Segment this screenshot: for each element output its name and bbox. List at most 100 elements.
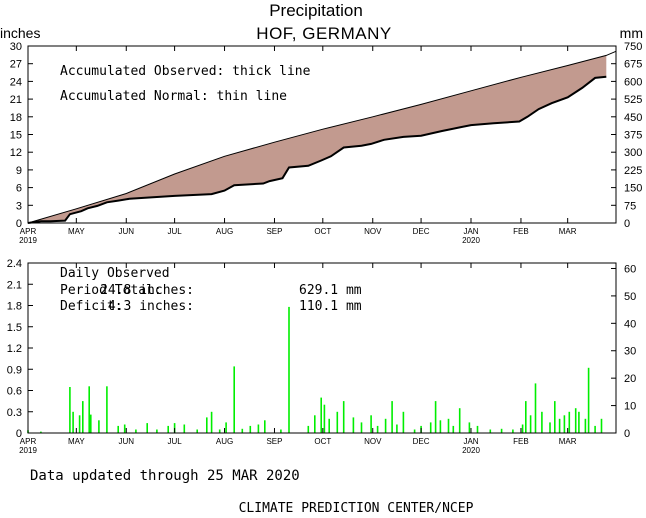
right-tick-label: 525: [624, 94, 642, 106]
daily-precip-bar: [434, 401, 437, 433]
daily-precip-bar: [352, 417, 355, 433]
daily-precip-bar: [320, 397, 322, 433]
month-tick-label: AUG: [216, 227, 233, 236]
year-tick-label: 2019: [19, 446, 37, 455]
observed-series-line: [27, 75, 607, 224]
month-tick-label: APR: [20, 437, 37, 446]
right-tick-label: 600: [624, 76, 642, 88]
month-tick-label: JUL: [167, 437, 182, 446]
month-tick-label: OCT: [314, 227, 331, 236]
year-tick-label: 2020: [462, 446, 480, 455]
daily-precip-bar: [489, 429, 492, 433]
right-tick-label: 50: [624, 291, 636, 303]
right-tick-label: 750: [624, 41, 642, 53]
month-tick-label: SEP: [266, 227, 282, 236]
right-tick-label: 20: [624, 373, 636, 385]
daily-precip-bar: [574, 408, 577, 433]
daily-precip-bar: [439, 420, 442, 434]
daily-precip-bar: [529, 415, 532, 433]
month-tick-label: JUN: [118, 437, 134, 446]
left-tick-label: 1.5: [7, 322, 22, 334]
month-tick-label: MAR: [559, 437, 577, 446]
month-tick-label: FEB: [513, 437, 529, 446]
chart-subtitle: HOF, GERMANY: [256, 24, 391, 43]
left-tick-label: 3: [16, 200, 22, 212]
daily-precip-bar: [384, 418, 387, 433]
daily-precip-bar: [307, 425, 310, 433]
left-tick-label: 0: [16, 218, 22, 230]
accumulated-plot: 0369121518212427300751502253003754505256…: [10, 41, 643, 245]
period-total-inches: 24.8 inches:: [100, 283, 194, 298]
daily-precip-bar: [452, 425, 455, 433]
left-tick-label: 27: [10, 59, 22, 71]
month-tick-label: FEB: [513, 227, 529, 236]
month-tick-label: JUL: [167, 227, 182, 236]
month-tick-label: MAY: [68, 437, 85, 446]
daily-precip-bar: [447, 418, 450, 433]
daily-precip-bar: [196, 429, 198, 433]
daily-precip-bar: [521, 424, 524, 433]
daily-precip-bar: [167, 425, 169, 433]
left-tick-label: 0.9: [7, 364, 22, 376]
daily-precip-bar: [476, 425, 479, 433]
daily-precip-bar: [218, 429, 221, 433]
left-tick-label: 6: [16, 183, 22, 195]
daily-precip-bar: [600, 418, 603, 433]
left-tick-label: 9: [16, 165, 22, 177]
daily-precip-bar: [280, 429, 282, 433]
daily-precip-bar: [233, 366, 235, 433]
daily-precip-bar: [264, 420, 266, 434]
normal-series-line: [27, 50, 617, 224]
left-tick-label: 12: [10, 147, 22, 159]
daily-precip-bar: [146, 423, 148, 433]
daily-precip-bar: [249, 425, 252, 433]
daily-precip-bar: [541, 411, 543, 434]
daily-precip-bar: [558, 418, 561, 433]
daily-precip-bar: [90, 414, 92, 433]
daily-precip-bar: [314, 415, 316, 433]
left-tick-label: 2.4: [7, 258, 22, 270]
credit-line: CLIMATE PREDICTION CENTER/NCEP: [239, 501, 474, 516]
daily-precip-bar: [549, 422, 551, 433]
daily-precip-bar: [360, 422, 363, 433]
daily-precip-bar: [78, 415, 81, 433]
daily-precip-bar: [594, 425, 596, 433]
daily-precip-bar: [458, 408, 461, 433]
month-tick-label: DEC: [413, 437, 430, 446]
daily-precip-bar: [323, 404, 326, 433]
month-tick-label: JAN: [463, 227, 478, 236]
right-tick-label: 450: [624, 112, 642, 124]
daily-precip-bar: [210, 411, 213, 434]
daily-precip-bar: [584, 418, 587, 433]
left-tick-label: 2.1: [7, 279, 22, 291]
right-tick-label: 675: [624, 59, 642, 71]
daily-precip-bar: [135, 429, 137, 433]
daily-precip-bar: [257, 424, 260, 433]
deficit-mm: 110.1 mm: [299, 299, 362, 314]
daily-precip-bar: [82, 401, 84, 433]
daily-precip-bar: [402, 411, 405, 434]
daily-precip-bar: [468, 422, 471, 433]
daily-precip-bar: [376, 425, 379, 433]
accumulated-panel: 0369121518212427300751502253003754505256…: [10, 41, 643, 245]
daily-precip-bar: [563, 415, 566, 433]
daily-precip-bar: [512, 429, 514, 433]
daily-observed-label: Daily Observed: [60, 266, 170, 281]
right-tick-label: 40: [624, 318, 636, 330]
year-tick-label: 2020: [462, 236, 480, 245]
right-tick-label: 30: [624, 346, 636, 358]
right-tick-label: 150: [624, 183, 642, 195]
daily-precip-bar: [88, 386, 90, 434]
month-tick-label: NOV: [364, 437, 382, 446]
daily-precip-bar: [429, 422, 432, 433]
daily-precip-bar: [156, 429, 158, 433]
daily-precip-bar: [206, 417, 208, 433]
left-tick-label: 15: [10, 130, 22, 142]
right-tick-label: 0: [624, 218, 630, 230]
daily-precip-bar: [413, 429, 416, 433]
daily-panel: 0 0.3 0.6 0.9 1.2 1.5 1.8 2.1 2.4 0 10 20 30 40 50 60 AP…: [7, 258, 637, 455]
data-updated-note: Data updated through 25 MAR 2020: [30, 468, 300, 484]
daily-precip-bar: [587, 367, 590, 433]
